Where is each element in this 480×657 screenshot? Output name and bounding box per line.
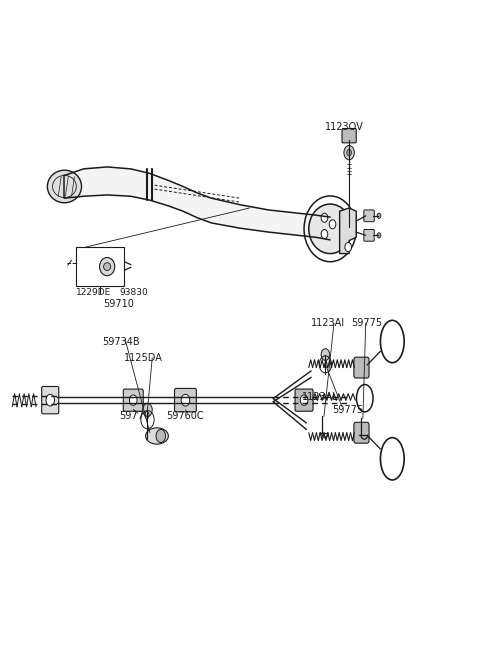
Text: 93830: 93830 [119, 288, 148, 297]
Circle shape [321, 213, 328, 222]
Circle shape [345, 242, 351, 252]
FancyBboxPatch shape [342, 129, 356, 143]
Ellipse shape [104, 263, 111, 271]
Text: 59710: 59710 [104, 299, 134, 309]
Bar [76, 247, 124, 286]
Polygon shape [340, 208, 356, 254]
Text: 59775: 59775 [351, 318, 383, 328]
Circle shape [300, 395, 308, 405]
Circle shape [329, 219, 336, 229]
Text: 59734B: 59734B [102, 336, 140, 346]
Text: 1123AL: 1123AL [301, 392, 338, 402]
FancyBboxPatch shape [123, 389, 143, 411]
Circle shape [143, 403, 152, 417]
Text: 1125DA: 1125DA [124, 353, 163, 363]
FancyBboxPatch shape [42, 386, 59, 414]
Ellipse shape [309, 204, 351, 254]
FancyBboxPatch shape [364, 229, 374, 241]
Text: 59760C: 59760C [167, 411, 204, 421]
Circle shape [377, 233, 381, 238]
Circle shape [181, 394, 190, 406]
Circle shape [156, 430, 166, 443]
Text: 59775: 59775 [333, 405, 364, 415]
FancyBboxPatch shape [295, 389, 313, 411]
Circle shape [347, 149, 351, 156]
Circle shape [377, 213, 381, 218]
Ellipse shape [145, 428, 168, 444]
Circle shape [130, 395, 137, 405]
Text: 1123OV: 1123OV [325, 122, 364, 131]
FancyBboxPatch shape [364, 210, 374, 221]
Circle shape [321, 349, 330, 361]
Text: 1229DE: 1229DE [76, 288, 111, 297]
Ellipse shape [99, 258, 115, 276]
FancyBboxPatch shape [354, 357, 369, 378]
Circle shape [321, 229, 328, 238]
FancyBboxPatch shape [175, 388, 196, 412]
Text: 1123AI: 1123AI [311, 318, 345, 328]
Ellipse shape [48, 170, 82, 203]
Text: 59770: 59770 [119, 411, 150, 421]
Polygon shape [64, 167, 330, 240]
FancyBboxPatch shape [354, 422, 369, 443]
Circle shape [46, 394, 55, 406]
Circle shape [344, 145, 354, 160]
